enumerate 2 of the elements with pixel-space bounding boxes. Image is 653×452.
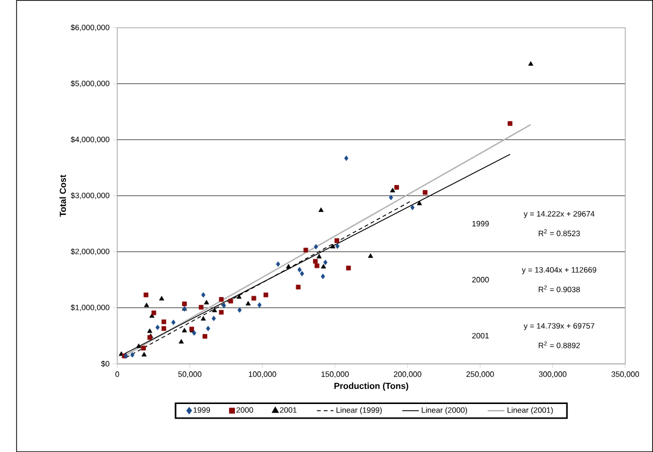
x-axis-title: Production (Tons) (334, 382, 408, 391)
y-axis-title: Total Cost (60, 174, 66, 217)
